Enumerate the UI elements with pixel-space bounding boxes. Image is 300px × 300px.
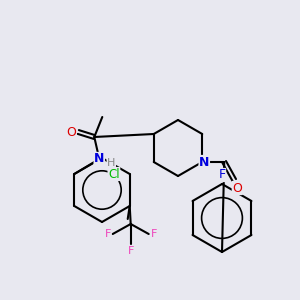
Text: F: F: [128, 246, 134, 256]
Text: O: O: [66, 125, 76, 139]
Text: Cl: Cl: [108, 167, 120, 181]
Text: F: F: [104, 229, 111, 239]
Text: O: O: [232, 182, 242, 194]
Text: F: F: [151, 229, 157, 239]
Text: N: N: [199, 155, 209, 169]
Text: N: N: [94, 152, 104, 166]
Text: F: F: [218, 169, 226, 182]
Text: H: H: [107, 158, 116, 168]
